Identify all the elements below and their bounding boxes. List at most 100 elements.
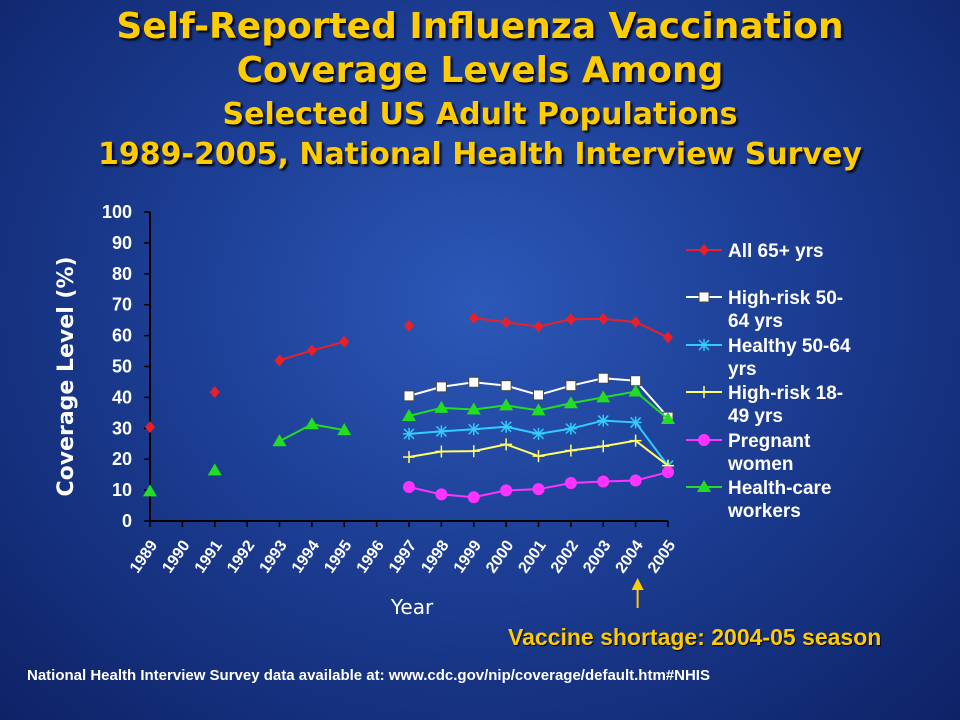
data-point — [467, 423, 480, 436]
marker-shape — [500, 380, 512, 392]
legend-label: 49 yrs — [728, 406, 783, 427]
legend-marker — [698, 291, 710, 303]
y-tick-label: 10 — [112, 480, 132, 500]
data-point — [597, 440, 610, 453]
x-tick-label: 1999 — [451, 537, 485, 576]
legend-label: Healthy 50-64 — [728, 336, 851, 357]
marker-shape — [404, 319, 414, 332]
data-point — [434, 400, 449, 413]
marker-shape — [434, 400, 449, 413]
y-tick-label: 80 — [112, 264, 132, 284]
x-tick-label: 1991 — [192, 537, 226, 576]
marker-shape — [339, 335, 350, 348]
marker-shape — [533, 389, 544, 401]
title-line-1: Self-Reported Influenza Vaccination — [116, 6, 844, 47]
data-point — [597, 475, 610, 488]
x-tick-label: 1993 — [256, 537, 290, 576]
marker-shape — [207, 463, 222, 476]
marker-shape — [435, 381, 447, 393]
data-point — [563, 396, 578, 409]
marker-shape — [272, 434, 287, 447]
x-tick-label: 2005 — [645, 537, 679, 576]
series-5 — [143, 384, 675, 497]
legend-marker — [697, 480, 711, 492]
series-4 — [403, 466, 674, 504]
marker-shape — [597, 475, 610, 488]
marker-shape — [697, 480, 711, 492]
x-tick-label: 1990 — [159, 537, 193, 576]
data-point — [597, 414, 610, 427]
marker-shape — [663, 331, 673, 344]
marker-shape — [304, 417, 319, 430]
data-point — [435, 445, 448, 458]
marker-shape — [698, 434, 710, 446]
data-point — [500, 484, 513, 497]
data-point — [337, 423, 352, 436]
marker-shape — [306, 344, 317, 357]
marker-shape — [597, 372, 609, 384]
data-point — [143, 484, 157, 497]
data-point — [499, 398, 514, 411]
data-point — [532, 483, 545, 496]
legend-item-0: All 65+ yrs — [686, 241, 824, 262]
y-tick-label: 60 — [112, 326, 132, 346]
marker-shape — [628, 384, 643, 397]
vaccine-shortage-note: Vaccine shortage: 2004-05 season — [508, 624, 882, 650]
data-point — [629, 434, 642, 447]
marker-shape — [468, 311, 479, 324]
legend-label: 64 yrs — [728, 311, 783, 332]
marker-shape — [403, 390, 415, 402]
x-tick-label: 2003 — [580, 537, 614, 576]
y-tick-label: 70 — [112, 295, 132, 315]
legend-label: workers — [727, 501, 801, 522]
data-point — [274, 354, 285, 367]
marker-shape — [274, 354, 285, 367]
series-3 — [403, 434, 674, 472]
y-axis-title: Coverage Level (%) — [54, 256, 79, 496]
data-point — [435, 381, 447, 393]
marker-shape — [630, 375, 642, 387]
data-point — [500, 420, 513, 433]
data-point — [564, 476, 577, 489]
data-point — [630, 316, 641, 329]
data-point — [662, 466, 674, 479]
data-point — [500, 380, 512, 392]
data-point — [628, 384, 643, 397]
title-line-2: Coverage Levels Among — [236, 50, 724, 91]
data-point — [403, 390, 415, 402]
legend-marker — [698, 339, 710, 351]
y-tick-label: 100 — [102, 202, 132, 222]
data-point — [564, 444, 577, 457]
x-tick-label: 1996 — [354, 537, 388, 576]
data-point — [597, 372, 609, 384]
data-point — [663, 331, 673, 344]
marker-shape — [145, 421, 155, 434]
data-point — [629, 474, 642, 487]
x-tick-label: 2001 — [515, 537, 549, 576]
marker-shape — [531, 403, 546, 416]
y-tick-label: 50 — [112, 357, 132, 377]
marker-shape — [435, 488, 448, 501]
marker-shape — [629, 474, 642, 487]
marker-shape — [698, 291, 710, 303]
x-tick-label: 1994 — [289, 537, 323, 576]
data-point — [403, 427, 415, 440]
series-0 — [145, 311, 673, 434]
x-axis-title: Year — [390, 595, 434, 619]
marker-shape — [630, 316, 641, 329]
legend-marker — [698, 434, 710, 446]
marker-shape — [499, 398, 514, 411]
data-point — [532, 427, 545, 440]
y-tick-label: 30 — [112, 418, 132, 438]
y-tick-label: 90 — [112, 233, 132, 253]
legend-label: High-risk 18- — [728, 383, 843, 404]
data-point — [565, 313, 576, 326]
data-point — [403, 451, 415, 464]
legend-label: High-risk 50- — [728, 288, 843, 309]
marker-shape — [466, 402, 481, 415]
x-tick-label: 1997 — [386, 537, 420, 576]
legend-label: yrs — [728, 359, 757, 380]
